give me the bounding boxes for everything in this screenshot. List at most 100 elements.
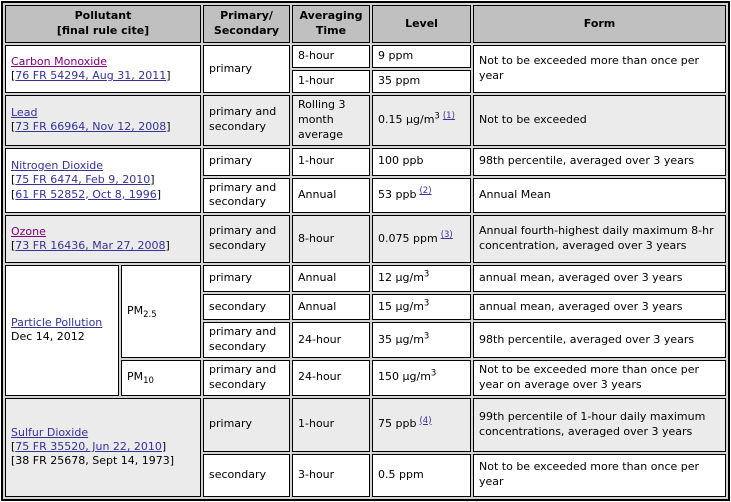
ozone-row: Ozone [73 FR 16436, Mar 27, 2008] primar…: [5, 215, 727, 264]
pm25-annual-secondary-cell: secondary: [203, 294, 291, 321]
pm25-label-cell: PM2.5: [121, 265, 202, 358]
bracket-open: [: [11, 239, 16, 253]
so2-row-1: Sulfur Dioxide [75 FR 35520, Jun 22, 201…: [5, 397, 727, 497]
bracket-close: ]: [165, 239, 170, 253]
no2-1hr-primary-secondary-cell: primary: [203, 147, 291, 176]
lead-pollutant-cell: Lead [73 FR 66964, Nov 12, 2008]: [5, 95, 202, 146]
pm10-label-cell: PM10: [121, 359, 202, 396]
no2-cite2-link[interactable]: 61 FR 52852, Oct 8, 1996: [15, 187, 157, 201]
no2-pollutant-cell: Nitrogen Dioxide [75 FR 6474, Feb 9, 201…: [5, 147, 202, 214]
so2-pollutant-link[interactable]: Sulfur Dioxide: [11, 425, 89, 439]
no2-annual-primary-secondary-cell: primary and secondary: [203, 177, 291, 214]
pm10-24hr-form-cell: Not to be exceeded more than once per ye…: [473, 359, 727, 396]
co-cite-link[interactable]: 76 FR 54294, Aug 31, 2011: [15, 69, 167, 82]
no2-1hr-form-cell: 98th percentile, averaged over 3 years: [473, 147, 727, 176]
level-value: 150 µg/m: [378, 370, 431, 384]
superscript-3: 3: [423, 298, 430, 309]
footnote-3-link[interactable]: (3): [440, 230, 453, 241]
ozone-time-cell: 8-hour: [292, 215, 371, 264]
pm25-annual-primary-cell: primary: [203, 265, 291, 293]
so2-pollutant-cell: Sulfur Dioxide [75 FR 35520, Jun 22, 201…: [5, 397, 202, 497]
so2-1hr-level-cell: 75 ppb (4): [372, 397, 472, 452]
pm-pollutant-cell: Particle Pollution Dec 14, 2012: [5, 265, 119, 396]
so2-1hr-level-value: 75 ppb: [378, 417, 417, 431]
lead-level-value: 0.15 µg/m: [378, 112, 435, 126]
co-form-cell: Not to be exceeded more than once per ye…: [473, 45, 727, 93]
pm-row-3: primary and secondary 24-hour 35 µg/m3 9…: [5, 322, 727, 358]
footnote-1-link[interactable]: (1): [442, 111, 455, 122]
bracket-close: ]: [166, 69, 171, 82]
footnote-2-link[interactable]: (2): [419, 186, 432, 197]
pm25-annual-primary-form-cell: annual mean, averaged over 3 years: [473, 265, 727, 293]
lead-row: Lead [73 FR 66964, Nov 12, 2008] primary…: [5, 95, 727, 146]
co-primary-secondary-cell: primary: [203, 45, 291, 93]
no2-cite1-link[interactable]: 75 FR 6474, Feb 9, 2010: [15, 173, 151, 187]
no2-annual-form-cell: Annual Mean: [473, 177, 727, 214]
superscript-3: 3: [430, 368, 437, 379]
no2-row-1: Nitrogen Dioxide [75 FR 6474, Feb 9, 201…: [5, 147, 727, 214]
pm25-annual-secondary-time-cell: Annual: [292, 294, 371, 321]
level-value: 12 µg/m: [378, 271, 424, 285]
pm25-24hr-time-cell: 24-hour: [292, 322, 371, 358]
so2-1hr-form-cell: 99th percentile of 1-hour daily maximum …: [473, 397, 727, 452]
pm10-subscript: 10: [143, 376, 154, 387]
so2-3hr-secondary-cell: secondary: [203, 453, 291, 497]
lead-pollutant-link[interactable]: Lead: [11, 105, 38, 119]
pm25-24hr-form-cell: 98th percentile, averaged over 3 years: [473, 322, 727, 358]
co-1hr-level-cell: 35 ppm: [372, 70, 472, 93]
footnote-4-link[interactable]: (4): [419, 415, 432, 426]
ozone-cite-link[interactable]: 73 FR 16436, Mar 27, 2008: [15, 239, 166, 253]
no2-annual-time-cell: Annual: [292, 177, 371, 214]
header-averaging-time: Averaging Time: [292, 5, 371, 43]
so2-3hr-level-cell: 0.5 ppm: [372, 453, 472, 497]
pm-pollutant-link[interactable]: Particle Pollution: [11, 316, 103, 330]
ozone-pollutant-link[interactable]: Ozone: [11, 224, 46, 238]
header-row: Pollutant [final rule cite] Primary/ Sec…: [5, 5, 727, 43]
co-pollutant-link[interactable]: Carbon Monoxide: [11, 54, 108, 68]
co-row-2: 1-hour 35 ppm: [5, 70, 726, 93]
pm10-label: PM: [127, 370, 144, 384]
co-8hr-time-cell: 8-hour: [292, 45, 371, 68]
so2-cite1-link[interactable]: 75 FR 35520, Jun 22, 2010: [15, 439, 162, 453]
so2-1hr-primary-cell: primary: [203, 397, 291, 452]
pm25-label: PM: [127, 304, 144, 318]
lead-cite-link[interactable]: 73 FR 66964, Nov 12, 2008: [15, 120, 167, 134]
pm-row-4: PM10 primary and secondary 24-hour 150 µ…: [5, 359, 727, 396]
co-1hr-time-cell: 1-hour: [292, 70, 371, 93]
bracket-close: ]: [161, 439, 167, 453]
co-row-1: Carbon Monoxide [76 FR 54294, Aug 31, 20…: [5, 45, 727, 93]
lead-level-cell: 0.15 µg/m3 (1): [372, 95, 472, 146]
level-value: 15 µg/m: [378, 299, 424, 313]
no2-row-2: primary and secondary Annual 53 ppb (2) A…: [5, 177, 727, 214]
co-8hr-level-cell: 9 ppm: [372, 45, 472, 68]
so2-3hr-form-cell: Not to be exceeded more than once per ye…: [473, 453, 727, 497]
pm25-24hr-level-cell: 35 µg/m3: [372, 322, 472, 358]
bracket-open: [: [11, 187, 16, 201]
pm25-annual-secondary-level-cell: 15 µg/m3: [372, 294, 472, 321]
superscript-3: 3: [423, 269, 430, 280]
bracket-close: ]: [150, 173, 155, 187]
ozone-primary-secondary-cell: primary and secondary: [203, 215, 291, 264]
level-value: 35 µg/m: [378, 332, 424, 346]
bracket-open: [: [11, 120, 16, 134]
pm25-annual-primary-time-cell: Annual: [292, 265, 371, 293]
superscript-3: 3: [423, 330, 430, 341]
header-pollutant: Pollutant [final rule cite]: [5, 5, 202, 43]
lead-time-cell: Rolling 3 month average: [292, 95, 371, 146]
header-form: Form: [473, 5, 727, 43]
co-pollutant-cell: Carbon Monoxide [76 FR 54294, Aug 31, 20…: [5, 45, 202, 93]
no2-pollutant-link[interactable]: Nitrogen Dioxide: [11, 158, 104, 172]
so2-cite2-text: [38 FR 25678, Sept 14, 1973]: [11, 454, 175, 468]
superscript-3: 3: [434, 111, 440, 122]
ozone-level-cell: 0.075 ppm (3): [372, 215, 472, 264]
so2-3hr-time-cell: 3-hour: [292, 453, 371, 497]
bracket-close: ]: [156, 187, 162, 201]
lead-form-cell: Not to be exceeded: [473, 95, 727, 146]
no2-annual-level-value: 53 ppb: [378, 187, 417, 201]
bracket-close: ]: [166, 120, 171, 134]
bracket-open: [: [11, 69, 16, 82]
pm25-subscript: 2.5: [143, 310, 157, 321]
pm-row-1: Particle Pollution Dec 14, 2012 PM2.5 pr…: [5, 265, 727, 396]
pm10-24hr-time-cell: 24-hour: [292, 359, 371, 396]
